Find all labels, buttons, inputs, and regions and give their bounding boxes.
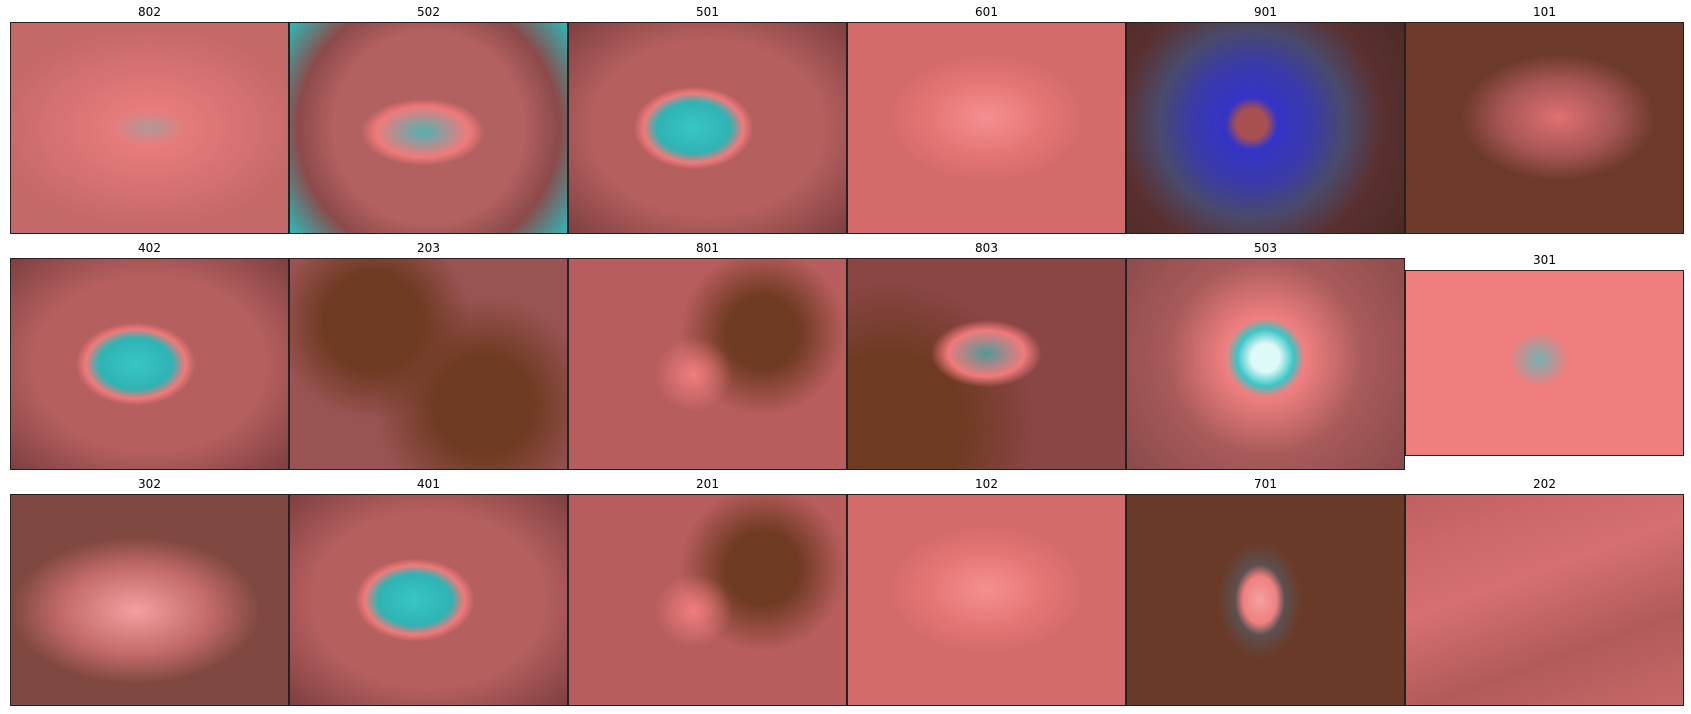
x-axis-ticks	[569, 469, 846, 470]
lesion-image	[1126, 494, 1405, 706]
x-axis-ticks	[1406, 705, 1683, 706]
x-axis-ticks	[11, 469, 288, 470]
lesion-image	[847, 494, 1126, 706]
x-axis-ticks	[290, 233, 567, 234]
panel-title: 301	[1533, 253, 1556, 267]
lesion-image	[289, 494, 568, 706]
x-axis-ticks	[1127, 469, 1404, 470]
lesion-image	[289, 258, 568, 470]
x-axis-ticks	[1406, 455, 1683, 456]
panel-title: 601	[975, 5, 998, 19]
panel-title: 203	[417, 241, 440, 255]
panel-title: 801	[696, 241, 719, 255]
panel-title: 102	[975, 477, 998, 491]
lesion-image	[10, 22, 289, 234]
panel-title: 302	[138, 477, 161, 491]
panel-title: 701	[1254, 477, 1277, 491]
panel-title: 901	[1254, 5, 1277, 19]
panel-title: 803	[975, 241, 998, 255]
panel-title: 802	[138, 5, 161, 19]
x-axis-ticks	[569, 705, 846, 706]
panel-title: 503	[1254, 241, 1277, 255]
lesion-image	[1126, 258, 1405, 470]
x-axis-ticks	[1127, 233, 1404, 234]
panel-title: 502	[417, 5, 440, 19]
y-axis-ticks	[10, 23, 11, 233]
lesion-image	[568, 22, 847, 234]
panel-title: 202	[1533, 477, 1556, 491]
x-axis-ticks	[11, 705, 288, 706]
panel-title: 501	[696, 5, 719, 19]
x-axis-ticks	[569, 233, 846, 234]
lesion-image	[568, 258, 847, 470]
lesion-image	[1405, 22, 1684, 234]
y-axis-ticks	[10, 495, 11, 705]
x-axis-ticks	[290, 705, 567, 706]
panel-title: 401	[417, 477, 440, 491]
x-axis-ticks	[1127, 705, 1404, 706]
lesion-image	[1405, 270, 1684, 456]
y-axis-ticks	[10, 259, 11, 469]
lesion-image	[10, 494, 289, 706]
x-axis-ticks	[848, 233, 1125, 234]
panel-title: 101	[1533, 5, 1556, 19]
x-axis-ticks	[1406, 233, 1683, 234]
lesion-image	[847, 258, 1126, 470]
lesion-image	[568, 494, 847, 706]
x-axis-ticks	[848, 705, 1125, 706]
lesion-image	[1405, 494, 1684, 706]
lesion-image	[289, 22, 568, 234]
x-axis-ticks	[11, 233, 288, 234]
x-axis-ticks	[848, 469, 1125, 470]
panel-title: 201	[696, 477, 719, 491]
panel-title: 402	[138, 241, 161, 255]
lesion-image	[847, 22, 1126, 234]
lesion-image	[1126, 22, 1405, 234]
lesion-image	[10, 258, 289, 470]
x-axis-ticks	[290, 469, 567, 470]
